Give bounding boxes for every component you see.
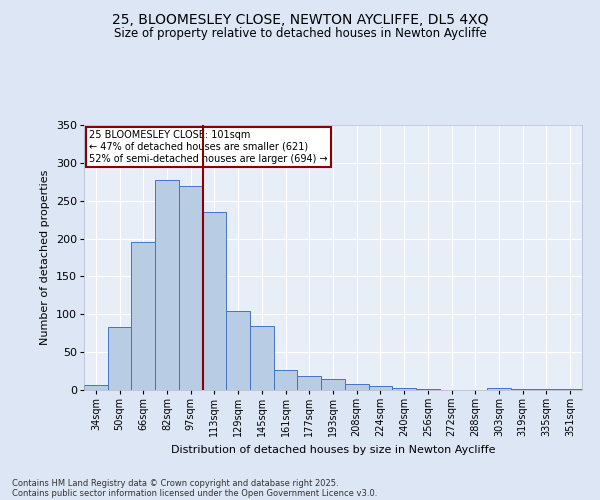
Bar: [558, 389, 582, 390]
Bar: [274, 370, 298, 390]
Text: Contains public sector information licensed under the Open Government Licence v3: Contains public sector information licen…: [12, 488, 377, 498]
Bar: [203, 212, 226, 390]
Bar: [84, 386, 108, 390]
Bar: [298, 376, 321, 390]
Bar: [155, 180, 179, 390]
Bar: [535, 389, 558, 390]
Y-axis label: Number of detached properties: Number of detached properties: [40, 170, 50, 345]
Bar: [321, 380, 345, 390]
Bar: [416, 389, 440, 390]
Bar: [250, 326, 274, 390]
Bar: [108, 327, 131, 390]
Text: Contains HM Land Registry data © Crown copyright and database right 2025.: Contains HM Land Registry data © Crown c…: [12, 478, 338, 488]
Bar: [511, 389, 535, 390]
Bar: [345, 384, 368, 390]
Text: 25, BLOOMESLEY CLOSE, NEWTON AYCLIFFE, DL5 4XQ: 25, BLOOMESLEY CLOSE, NEWTON AYCLIFFE, D…: [112, 12, 488, 26]
Bar: [392, 388, 416, 390]
Bar: [131, 242, 155, 390]
Text: Size of property relative to detached houses in Newton Aycliffe: Size of property relative to detached ho…: [113, 28, 487, 40]
Bar: [487, 388, 511, 390]
Bar: [226, 310, 250, 390]
Bar: [368, 386, 392, 390]
X-axis label: Distribution of detached houses by size in Newton Aycliffe: Distribution of detached houses by size …: [171, 445, 495, 455]
Bar: [179, 186, 203, 390]
Text: 25 BLOOMESLEY CLOSE: 101sqm
← 47% of detached houses are smaller (621)
52% of se: 25 BLOOMESLEY CLOSE: 101sqm ← 47% of det…: [89, 130, 328, 164]
